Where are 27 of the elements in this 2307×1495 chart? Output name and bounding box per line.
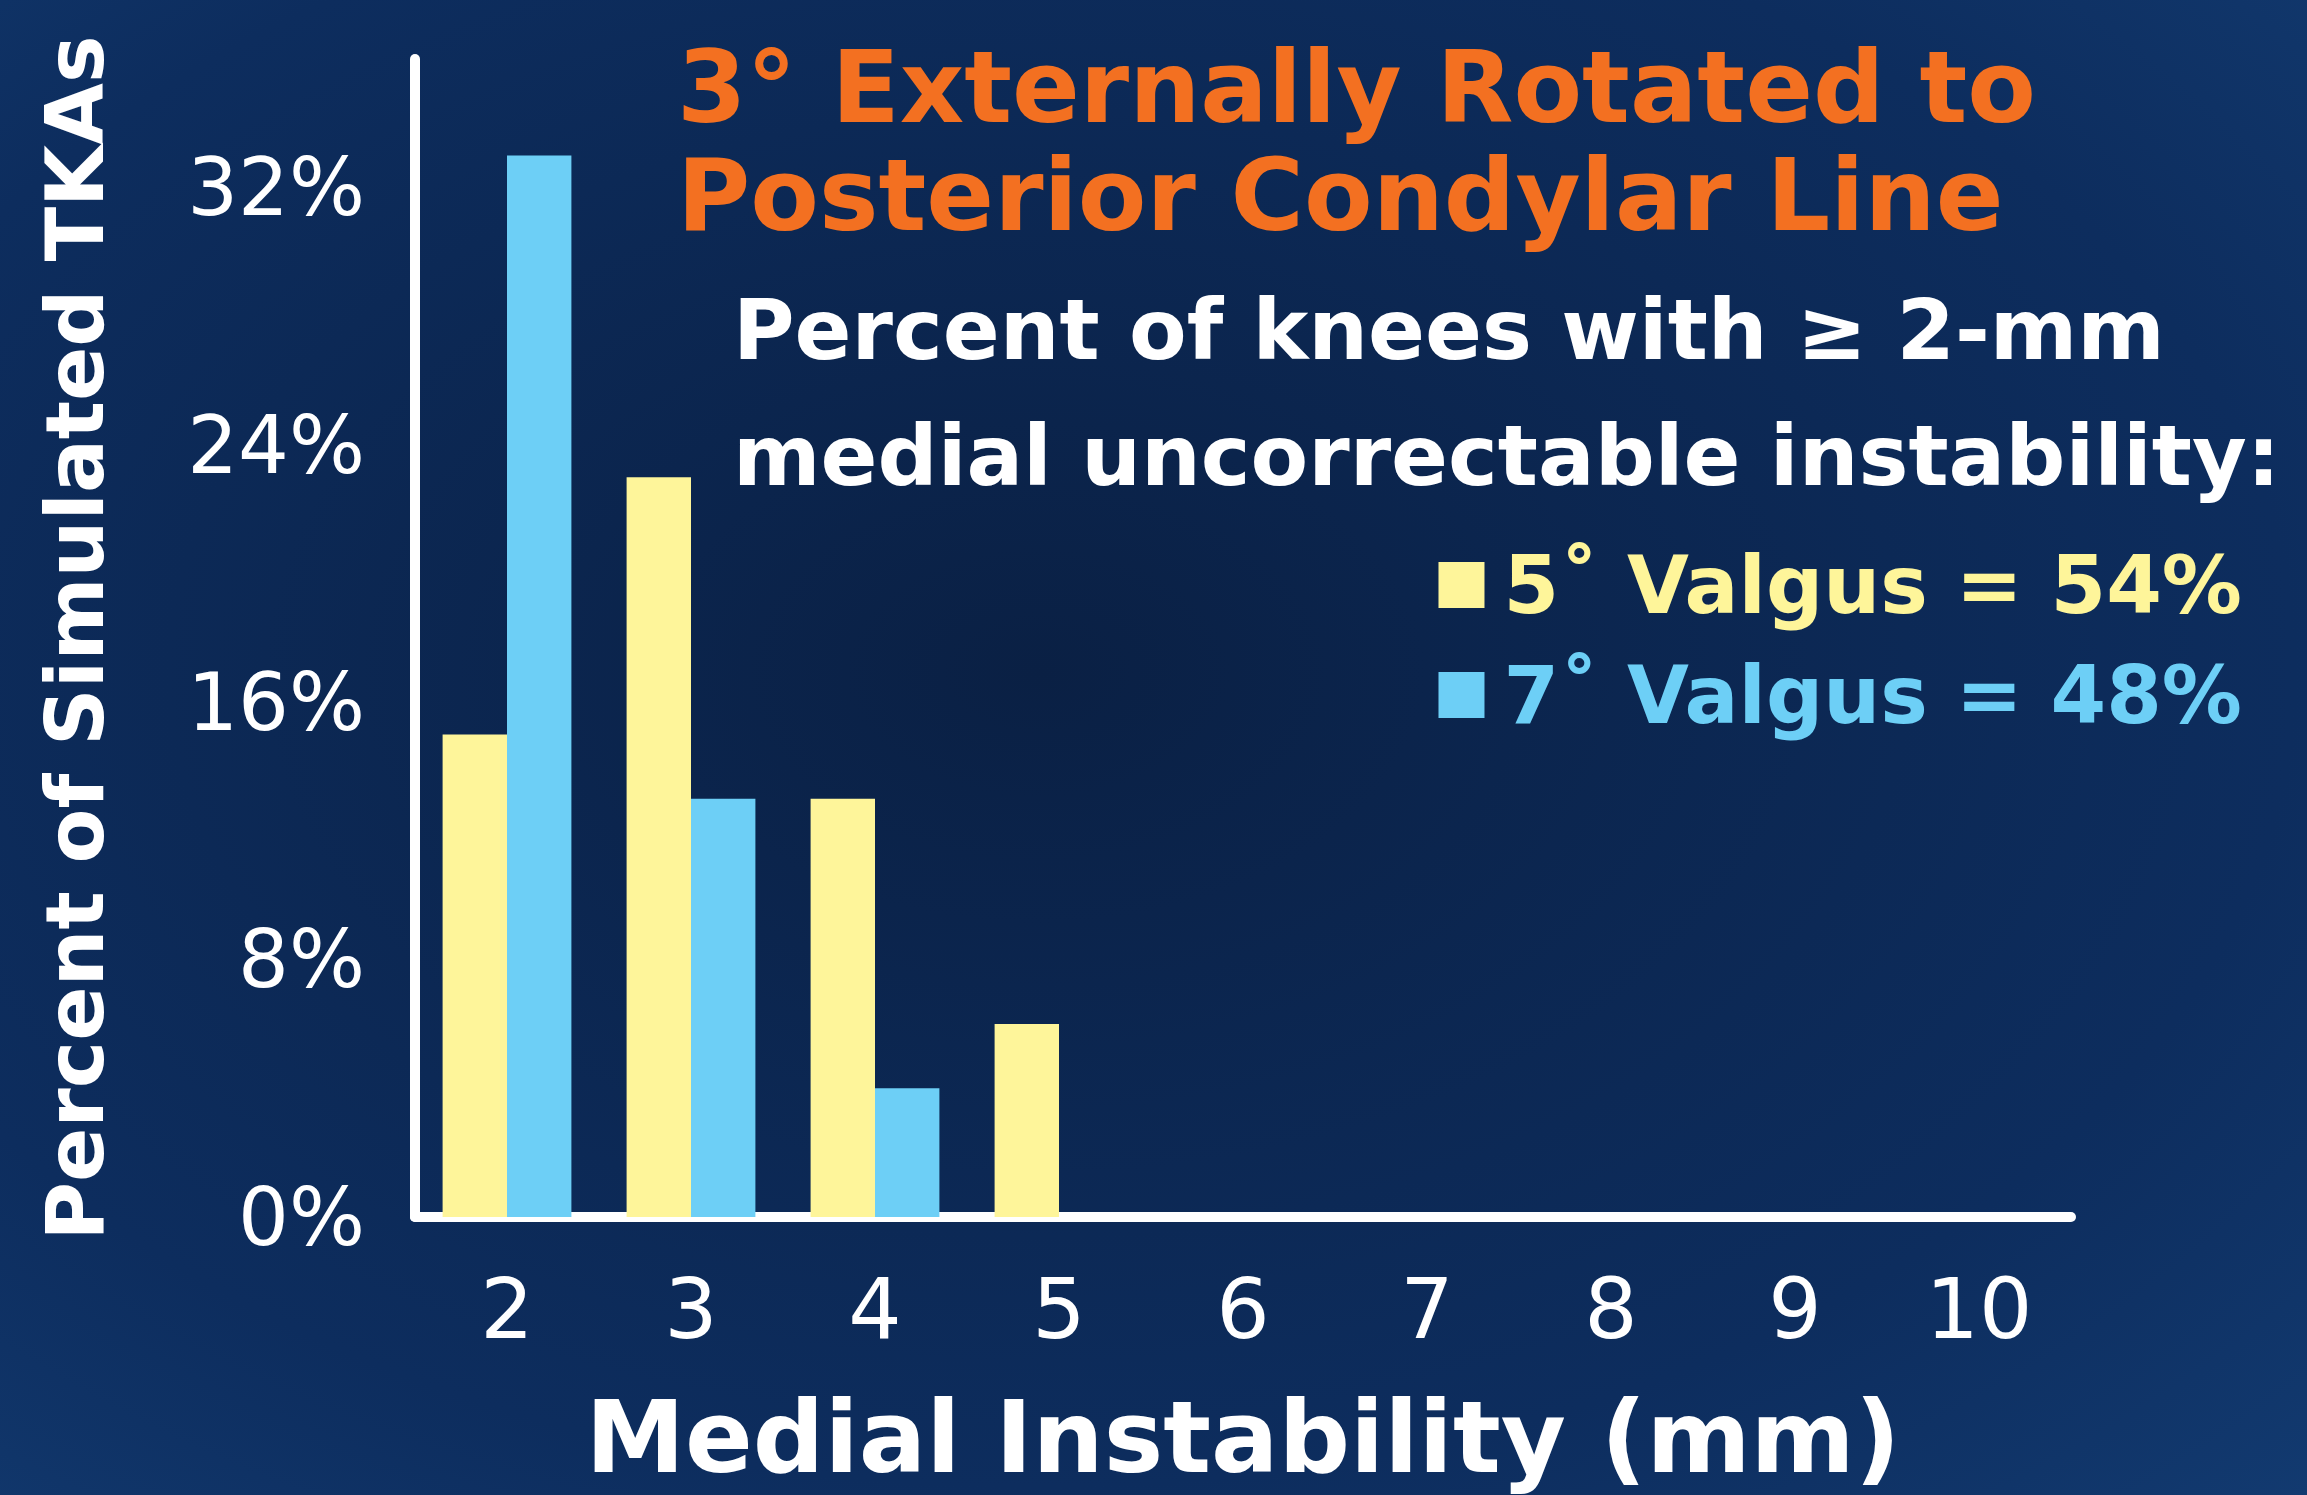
x-axis-title: Medial Instability (mm) xyxy=(585,1378,1901,1495)
y-tick-label: 24% xyxy=(187,398,365,492)
x-tick-label: 3 xyxy=(664,1260,718,1358)
bar xyxy=(691,798,756,1217)
x-tick-label: 2 xyxy=(480,1260,534,1358)
x-tick-label: 6 xyxy=(1216,1260,1270,1358)
bar xyxy=(442,734,507,1217)
legend-label: 7˚ Valgus = 48% xyxy=(1503,648,2242,742)
x-tick-label: 5 xyxy=(1032,1260,1086,1358)
y-tick-label: 8% xyxy=(238,913,365,1007)
y-tick-label: 16% xyxy=(187,655,365,749)
y-tick-label: 32% xyxy=(187,141,365,235)
x-tick-label: 10 xyxy=(1925,1260,2033,1358)
bar xyxy=(810,798,875,1217)
y-tick-label: 0% xyxy=(238,1170,365,1264)
bar xyxy=(875,1088,940,1217)
x-tick-label: 9 xyxy=(1768,1260,1822,1358)
legend-label: 5˚ Valgus = 54% xyxy=(1503,538,2242,632)
bar xyxy=(626,477,691,1217)
annotation: Percent of knees with ≥ 2-mm medial uncorrectable instability: xyxy=(733,281,2281,505)
y-axis-title: Percent of Simulated TKAs xyxy=(28,35,122,1241)
bar xyxy=(507,155,572,1217)
x-tick-label: 7 xyxy=(1400,1260,1454,1358)
x-tick-label: 8 xyxy=(1584,1260,1638,1358)
bar xyxy=(994,1024,1059,1217)
x-tick-label: 4 xyxy=(848,1260,902,1358)
chart-title: 3° Externally Rotated to Posterior Condylar Line xyxy=(677,28,2036,254)
